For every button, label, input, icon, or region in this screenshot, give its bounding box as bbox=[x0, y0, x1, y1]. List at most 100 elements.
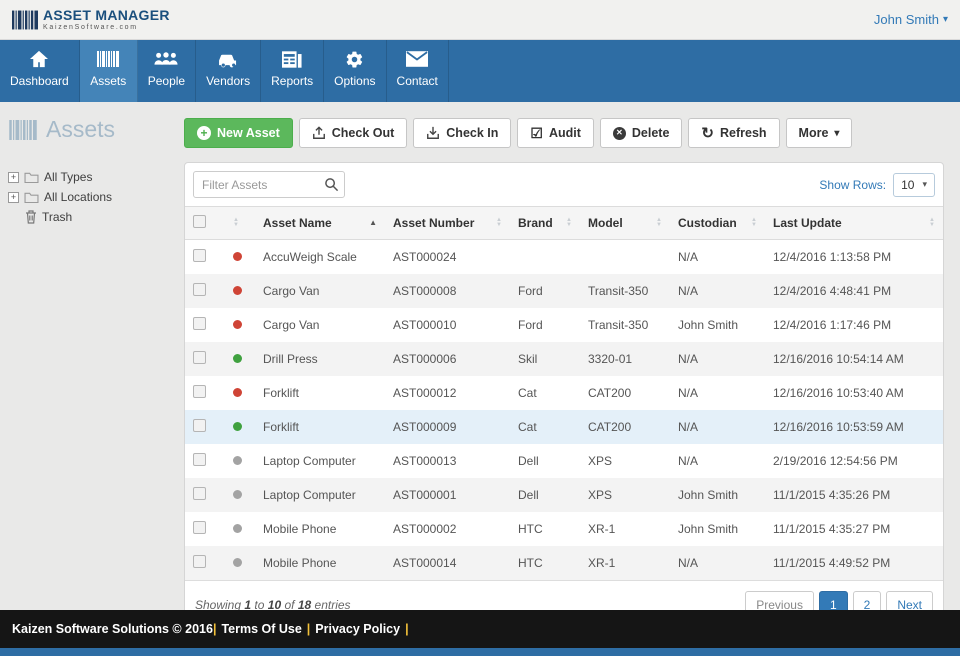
nav-item-assets[interactable]: Assets bbox=[79, 40, 138, 102]
row-checkbox[interactable] bbox=[193, 283, 206, 296]
table-row[interactable]: Mobile Phone AST000002 HTC XR-1 John Smi… bbox=[185, 512, 943, 546]
table-row[interactable]: Cargo Van AST000010 Ford Transit-350 Joh… bbox=[185, 308, 943, 342]
row-checkbox[interactable] bbox=[193, 249, 206, 262]
tree-item-trash[interactable]: Trash bbox=[25, 207, 184, 227]
select-all-checkbox[interactable] bbox=[193, 215, 206, 228]
last-update-cell: 11/1/2015 4:35:26 PM bbox=[773, 488, 891, 502]
bottom-accent-strip bbox=[0, 648, 960, 656]
row-checkbox[interactable] bbox=[193, 351, 206, 364]
filter-input[interactable] bbox=[193, 171, 345, 198]
model-cell: XR-1 bbox=[588, 556, 616, 570]
last-update-cell: 12/16/2016 10:54:14 AM bbox=[773, 352, 904, 366]
brand-cell: HTC bbox=[518, 556, 543, 570]
next-button[interactable]: Next bbox=[886, 591, 933, 610]
table-row[interactable]: Forklift AST000009 Cat CAT200 N/A 12/16/… bbox=[185, 410, 943, 444]
nav-item-contact[interactable]: Contact bbox=[387, 40, 449, 102]
check-in-button[interactable]: Check In bbox=[413, 118, 512, 148]
custodian-cell: John Smith bbox=[678, 522, 739, 536]
col-asset-name[interactable]: Asset Name bbox=[255, 206, 385, 240]
sort-icon[interactable] bbox=[496, 218, 502, 228]
sort-icon[interactable] bbox=[233, 218, 239, 228]
sort-icon[interactable] bbox=[751, 218, 757, 228]
col-custodian[interactable]: Custodian bbox=[670, 206, 765, 240]
table-row[interactable]: AccuWeigh Scale AST000024 N/A 12/4/2016 … bbox=[185, 240, 943, 275]
sort-asc-icon[interactable] bbox=[369, 219, 377, 227]
search-icon[interactable] bbox=[324, 177, 339, 192]
col-asset-number[interactable]: Asset Number bbox=[385, 206, 510, 240]
privacy-link[interactable]: Privacy Policy bbox=[315, 622, 401, 636]
row-checkbox[interactable] bbox=[193, 419, 206, 432]
folder-icon bbox=[24, 192, 39, 203]
asset-name-cell: Drill Press bbox=[263, 352, 318, 366]
expand-icon[interactable] bbox=[8, 171, 19, 183]
logo-title: ASSET MANAGER bbox=[43, 7, 170, 23]
row-checkbox[interactable] bbox=[193, 317, 206, 330]
table-row[interactable]: Forklift AST000012 Cat CAT200 N/A 12/16/… bbox=[185, 376, 943, 410]
summary-from: 1 bbox=[244, 597, 252, 611]
tree-item-label: Trash bbox=[42, 210, 73, 224]
nav-item-options[interactable]: Options bbox=[324, 40, 387, 102]
col-status[interactable] bbox=[225, 206, 255, 240]
nav-item-dashboard[interactable]: Dashboard bbox=[0, 40, 80, 102]
refresh-button[interactable]: Refresh bbox=[688, 118, 780, 148]
table-footer: Showing 1 to 10 of 18 entries Previous 1… bbox=[185, 580, 943, 610]
chevron-down-icon bbox=[943, 14, 948, 25]
table-row[interactable]: Cargo Van AST000008 Ford Transit-350 N/A… bbox=[185, 274, 943, 308]
nav-label: Options bbox=[334, 74, 376, 88]
custodian-cell: N/A bbox=[678, 352, 699, 366]
table-row[interactable]: Laptop Computer AST000001 Dell XPS John … bbox=[185, 478, 943, 512]
model-cell: CAT200 bbox=[588, 420, 632, 434]
check-out-button[interactable]: Check Out bbox=[298, 118, 408, 148]
summary-text: to bbox=[254, 597, 265, 611]
brand-cell: Ford bbox=[518, 284, 543, 298]
sort-icon[interactable] bbox=[656, 218, 662, 228]
user-menu[interactable]: John Smith bbox=[874, 12, 948, 27]
nav-item-reports[interactable]: Reports bbox=[261, 40, 325, 102]
status-dot bbox=[233, 354, 242, 363]
column-label: Asset Name bbox=[263, 216, 332, 230]
model-cell: 3320-01 bbox=[588, 352, 633, 366]
previous-button[interactable]: Previous bbox=[745, 591, 814, 610]
terms-link[interactable]: Terms Of Use bbox=[221, 622, 302, 636]
rows-select[interactable]: 10 bbox=[893, 172, 935, 197]
content-area: New Asset Check Out Check In Audit Delet… bbox=[184, 102, 960, 610]
col-brand[interactable]: Brand bbox=[510, 206, 580, 240]
assets-table: Asset Name Asset Number Brand Model Cust… bbox=[185, 206, 943, 580]
logo-text: ASSET MANAGER KaizenSoftware.com bbox=[43, 8, 170, 31]
tree-item-all-types[interactable]: All Types bbox=[8, 167, 184, 187]
asset-name-cell: Cargo Van bbox=[263, 284, 320, 298]
table-row[interactable]: Mobile Phone AST000014 HTC XR-1 N/A 11/1… bbox=[185, 546, 943, 580]
row-checkbox[interactable] bbox=[193, 385, 206, 398]
table-row[interactable]: Laptop Computer AST000013 Dell XPS N/A 2… bbox=[185, 444, 943, 478]
audit-button[interactable]: Audit bbox=[517, 118, 594, 148]
asset-name-cell: Forklift bbox=[263, 386, 299, 400]
asset-number-cell: AST000002 bbox=[393, 522, 457, 536]
custodian-cell: N/A bbox=[678, 250, 699, 264]
sidebar: Assets All Types All Locations Trash bbox=[0, 102, 184, 610]
check-in-icon bbox=[427, 126, 440, 139]
col-last-update[interactable]: Last Update bbox=[765, 206, 943, 240]
col-model[interactable]: Model bbox=[580, 206, 670, 240]
nav-item-vendors[interactable]: Vendors bbox=[196, 40, 262, 102]
page-button-1[interactable]: 1 bbox=[818, 591, 848, 610]
nav-item-people[interactable]: People bbox=[138, 40, 197, 102]
sort-icon[interactable] bbox=[566, 218, 572, 228]
row-checkbox[interactable] bbox=[193, 521, 206, 534]
table-row[interactable]: Drill Press AST000006 Skil 3320-01 N/A 1… bbox=[185, 342, 943, 376]
row-checkbox[interactable] bbox=[193, 453, 206, 466]
row-checkbox[interactable] bbox=[193, 487, 206, 500]
button-label: Refresh bbox=[720, 126, 767, 140]
expand-icon[interactable] bbox=[8, 191, 19, 203]
row-checkbox[interactable] bbox=[193, 555, 206, 568]
delete-button[interactable]: Delete bbox=[599, 118, 683, 148]
barcode-icon bbox=[97, 49, 120, 69]
trash-icon bbox=[26, 210, 36, 224]
sort-icon[interactable] bbox=[929, 218, 935, 228]
new-asset-button[interactable]: New Asset bbox=[184, 118, 293, 148]
last-update-cell: 11/1/2015 4:35:27 PM bbox=[773, 522, 891, 536]
tree-item-all-locations[interactable]: All Locations bbox=[8, 187, 184, 207]
button-label: Delete bbox=[631, 126, 670, 140]
newspaper-icon bbox=[282, 49, 302, 69]
page-button-2[interactable]: 2 bbox=[852, 591, 882, 610]
more-button[interactable]: More bbox=[785, 118, 853, 148]
